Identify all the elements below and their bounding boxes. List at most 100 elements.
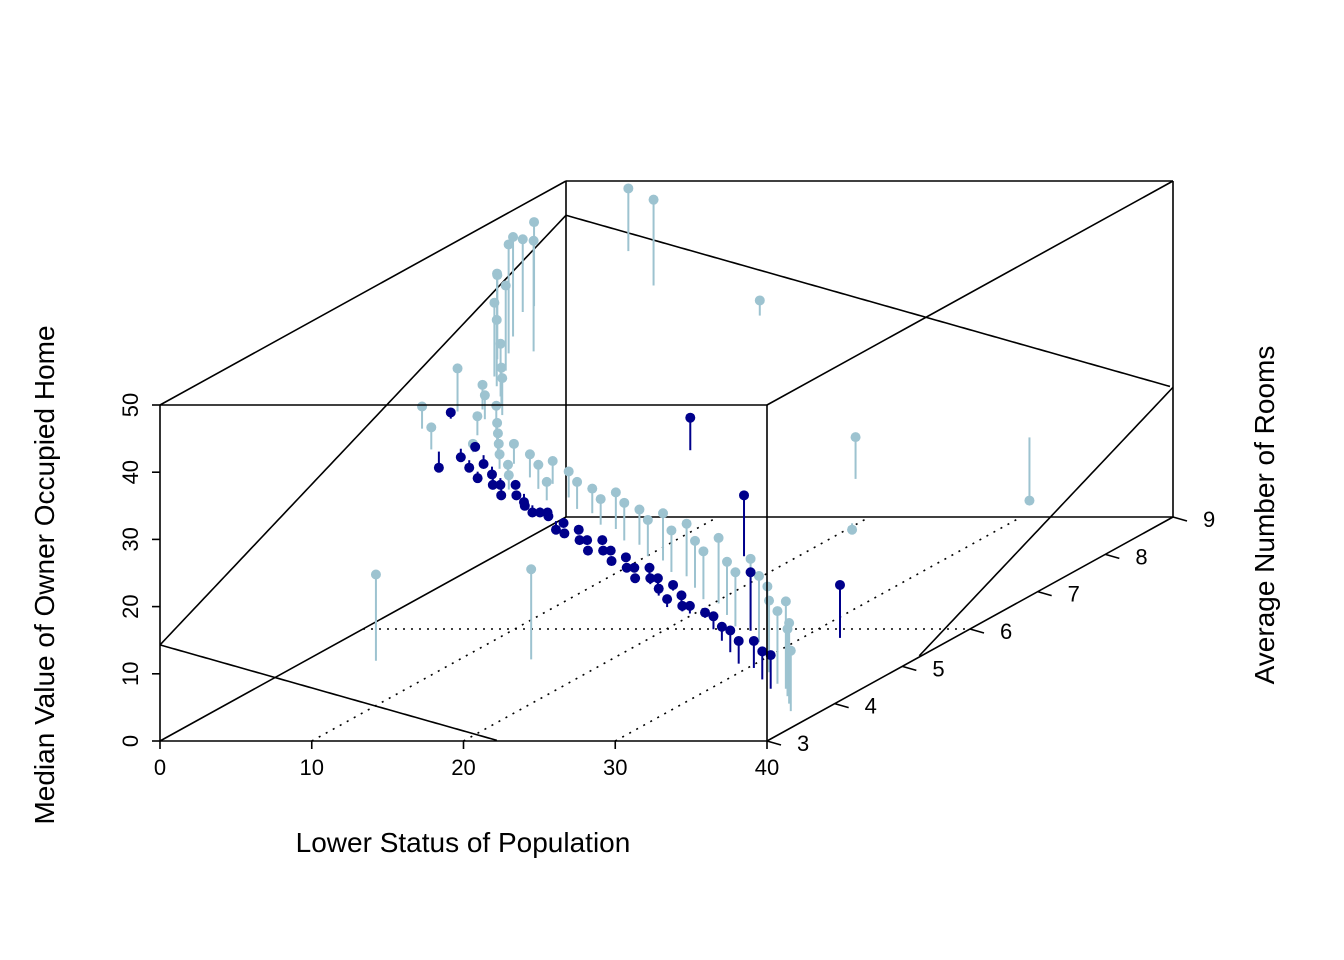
data-point [690, 535, 701, 546]
data-point [597, 535, 608, 546]
data-point [417, 401, 428, 412]
data-point [745, 553, 756, 564]
data-point [496, 362, 507, 373]
data-point [621, 562, 632, 573]
data-point [606, 556, 617, 567]
z-tick-label: 50 [118, 393, 143, 417]
data-point [518, 497, 529, 508]
data-point [489, 297, 500, 308]
data-point [472, 473, 483, 484]
z-tick-label: 10 [118, 662, 143, 686]
data-point [479, 390, 490, 401]
data-point [745, 567, 756, 578]
y-axis-title: Average Number of Rooms [1249, 346, 1280, 685]
y-tick-mark [766, 740, 782, 746]
data-point [700, 607, 711, 618]
data-point [496, 490, 507, 501]
data-point [748, 635, 759, 646]
data-point [502, 459, 513, 470]
data-point [598, 545, 609, 556]
data-point [725, 625, 736, 636]
data-point [486, 469, 497, 480]
data-point [658, 508, 669, 519]
data-point [494, 449, 505, 460]
data-point [610, 487, 621, 498]
y-tick-mark [969, 628, 985, 634]
data-point [445, 407, 456, 418]
data-point [508, 232, 519, 242]
z-tick-label: 40 [118, 460, 143, 484]
data-point [716, 621, 727, 632]
data-point [652, 573, 663, 584]
data-point [542, 507, 553, 518]
z-tick-label: 0 [118, 735, 143, 747]
y-tick-mark [834, 702, 849, 709]
data-point [634, 504, 645, 515]
data-point [784, 618, 795, 629]
data-point [493, 438, 504, 449]
data-point [772, 606, 783, 617]
data-point [574, 535, 585, 546]
z-tick-label: 20 [118, 594, 143, 618]
data-point [757, 646, 768, 657]
data-point [426, 422, 437, 433]
data-point [492, 428, 503, 439]
data-point [492, 417, 503, 428]
box-edge-back [159, 516, 567, 742]
data-point [433, 462, 444, 473]
y-tick-label: 8 [1135, 544, 1147, 569]
data-point [780, 596, 791, 607]
x-tick-label: 10 [300, 755, 324, 780]
data-point [541, 476, 552, 487]
data-point [662, 594, 673, 605]
x-axis-title: Lower Status of Population [296, 827, 631, 858]
data-point [642, 514, 653, 525]
data-point [765, 650, 776, 661]
data-point [478, 458, 489, 469]
data-point [495, 338, 506, 349]
box-edge-front [766, 180, 1174, 406]
data-point [477, 379, 488, 390]
data-point [503, 470, 514, 481]
data-point [620, 552, 631, 563]
y-tick-label: 9 [1203, 507, 1215, 532]
data-point [550, 524, 561, 535]
data-point [534, 507, 545, 518]
data-point [619, 497, 630, 508]
data-point [452, 363, 463, 374]
data-point [685, 412, 696, 423]
data-point [623, 183, 634, 194]
regression-plane-edge [159, 644, 498, 742]
regression-plane-edge [565, 214, 1171, 388]
data-point [653, 583, 664, 594]
data-point [510, 479, 521, 490]
data-point [713, 532, 724, 543]
data-point [595, 494, 606, 505]
y-tick-label: 6 [1000, 619, 1012, 644]
x-tick-label: 30 [603, 755, 627, 780]
data-point [629, 562, 640, 573]
box-back-layer [159, 180, 1174, 742]
y-tick-mark [1105, 553, 1120, 560]
data-point [847, 524, 858, 535]
data-point [739, 490, 750, 501]
data-point [754, 295, 765, 306]
grid-layer [311, 516, 1022, 742]
data-point [708, 611, 719, 622]
data-point [517, 234, 528, 245]
x-tick-label: 40 [755, 755, 779, 780]
regression-plane-layer [159, 214, 1174, 742]
box-edge-back [159, 180, 567, 406]
data-point [563, 466, 574, 477]
y-tick-mark [1172, 516, 1188, 522]
data-point [722, 556, 732, 567]
data-point [1024, 495, 1035, 506]
y-tick-mark [1037, 590, 1052, 597]
data-point [495, 479, 506, 490]
data-point [455, 452, 466, 463]
data-point [582, 545, 593, 556]
data-point [733, 635, 744, 646]
data-point [764, 595, 775, 606]
data-point [500, 280, 511, 291]
